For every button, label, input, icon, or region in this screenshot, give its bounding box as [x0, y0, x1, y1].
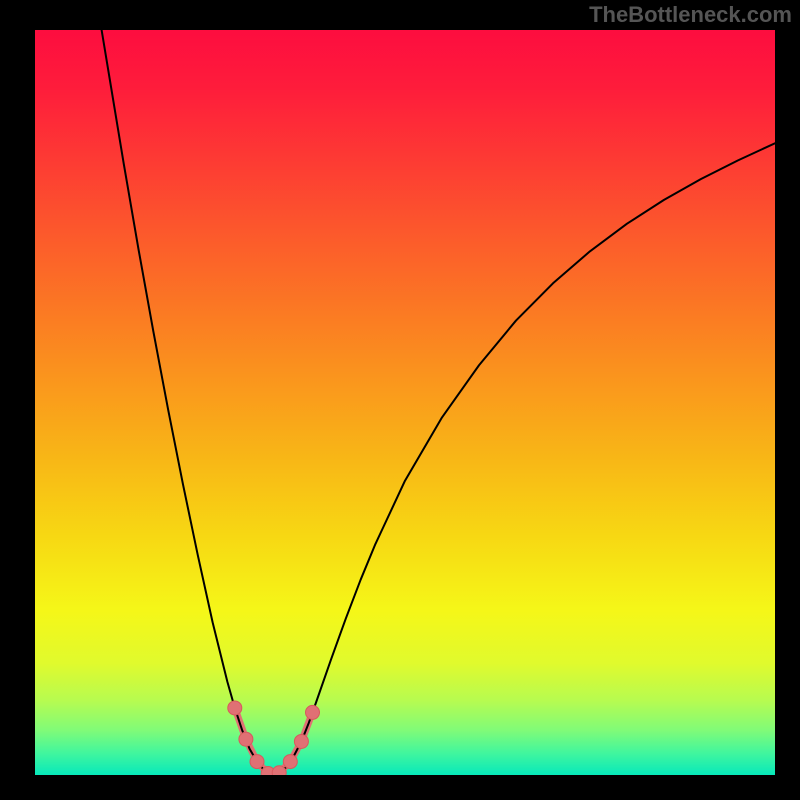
trough-marker [272, 766, 286, 780]
plot-background [35, 30, 775, 775]
trough-marker [306, 705, 320, 719]
trough-marker [250, 755, 264, 769]
trough-marker [283, 755, 297, 769]
trough-marker [228, 701, 242, 715]
bottleneck-curve-chart [0, 0, 800, 800]
chart-frame: TheBottleneck.com [0, 0, 800, 800]
trough-marker [239, 732, 253, 746]
trough-marker [294, 734, 308, 748]
watermark-text: TheBottleneck.com [589, 2, 792, 28]
